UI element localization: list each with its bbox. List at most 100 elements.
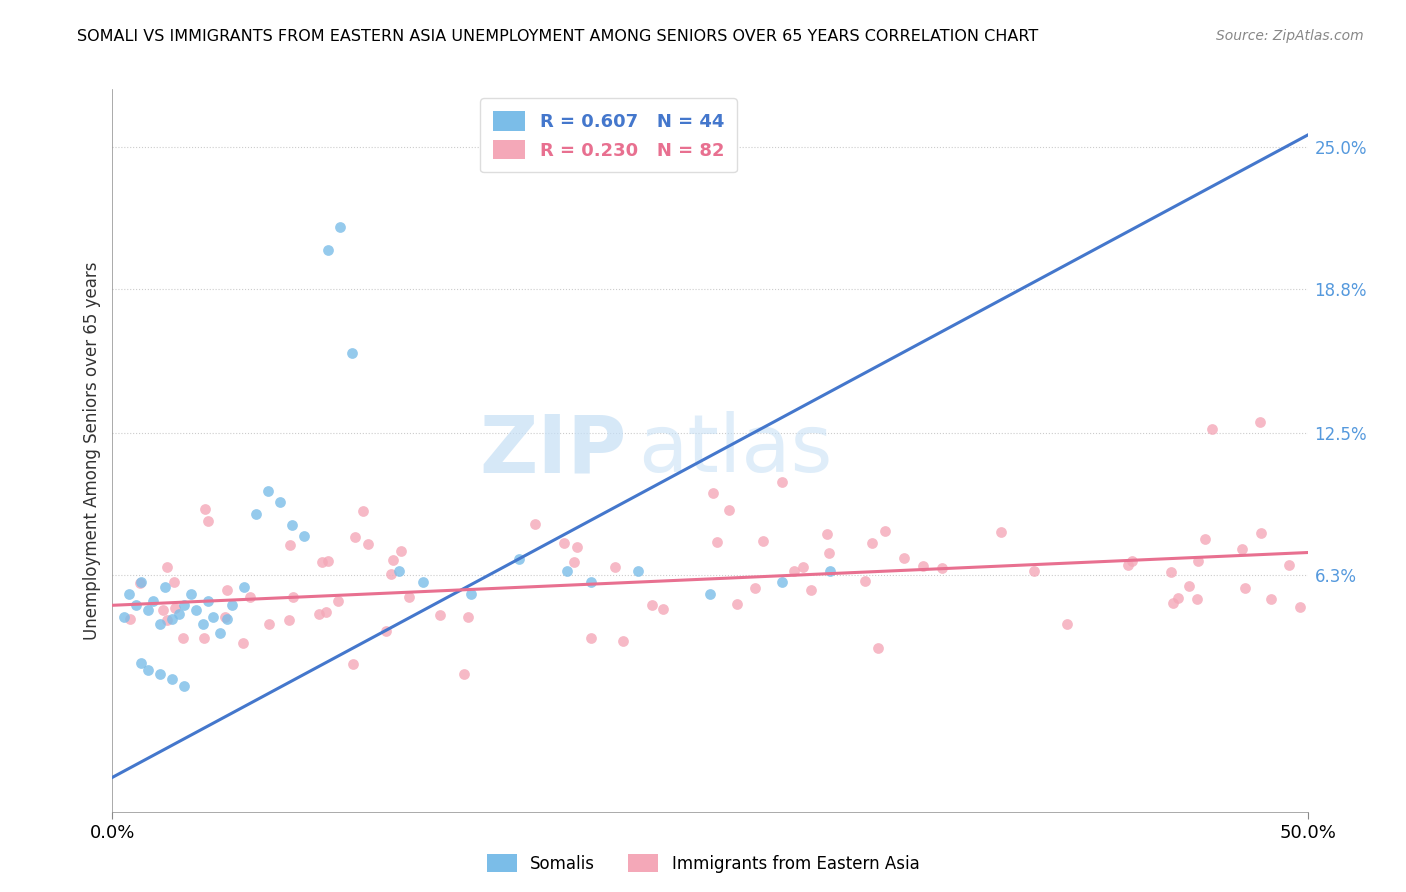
Point [699, 587, 721, 601]
Point [752, 534, 775, 549]
Point [579, 631, 602, 645]
Point [815, 527, 838, 541]
Point [156, 613, 179, 627]
Point [818, 564, 841, 578]
Point [652, 602, 675, 616]
Point [233, 580, 256, 594]
Point [163, 600, 186, 615]
Point [162, 612, 183, 626]
Point [1249, 415, 1271, 429]
Point [257, 616, 280, 631]
Point [326, 594, 349, 608]
Point [193, 616, 215, 631]
Point [340, 346, 363, 360]
Point [382, 552, 405, 566]
Point [725, 597, 748, 611]
Point [156, 560, 179, 574]
Point [873, 524, 896, 538]
Point [605, 559, 627, 574]
Point [186, 603, 208, 617]
Point [214, 609, 236, 624]
Point [1233, 581, 1256, 595]
Point [129, 576, 152, 591]
Point [194, 502, 217, 516]
Point [792, 560, 814, 574]
Point [508, 552, 530, 566]
Point [180, 587, 202, 601]
Point [114, 609, 135, 624]
Text: atlas: atlas [638, 411, 832, 490]
Point [239, 590, 262, 604]
Point [129, 575, 152, 590]
Point [281, 518, 304, 533]
Point [153, 580, 176, 594]
Point [853, 574, 876, 589]
Point [1178, 579, 1201, 593]
Point [221, 599, 243, 613]
Point [357, 536, 380, 550]
Point [209, 625, 232, 640]
Point [1160, 565, 1182, 579]
Point [142, 593, 165, 607]
Point [1230, 541, 1253, 556]
Point [641, 599, 664, 613]
Point [627, 564, 650, 578]
Text: SOMALI VS IMMIGRANTS FROM EASTERN ASIA UNEMPLOYMENT AMONG SENIORS OVER 65 YEARS : SOMALI VS IMMIGRANTS FROM EASTERN ASIA U… [77, 29, 1039, 44]
Point [389, 543, 412, 558]
Point [217, 612, 239, 626]
Point [163, 575, 186, 590]
Point [342, 657, 364, 671]
Point [800, 583, 823, 598]
Legend: Somalis, Immigrants from Eastern Asia: Somalis, Immigrants from Eastern Asia [479, 847, 927, 880]
Point [311, 555, 333, 569]
Legend: R = 0.607   N = 44, R = 0.230   N = 82: R = 0.607 N = 44, R = 0.230 N = 82 [479, 98, 737, 172]
Point [173, 679, 195, 693]
Point [173, 599, 195, 613]
Point [1056, 617, 1078, 632]
Point [579, 575, 602, 590]
Point [278, 613, 301, 627]
Point [1024, 565, 1046, 579]
Point [316, 243, 339, 257]
Point [860, 536, 883, 550]
Point [412, 575, 434, 590]
Point [457, 609, 479, 624]
Point [931, 561, 953, 575]
Point [162, 672, 183, 686]
Point [172, 631, 194, 645]
Point [453, 667, 475, 681]
Point [388, 564, 411, 578]
Point [1278, 558, 1301, 573]
Point [1167, 591, 1189, 605]
Point [398, 590, 420, 604]
Point [138, 663, 160, 677]
Point [269, 495, 291, 509]
Point [138, 603, 160, 617]
Point [460, 587, 482, 601]
Point [315, 605, 337, 619]
Point [1250, 526, 1272, 541]
Point [152, 603, 174, 617]
Point [893, 550, 915, 565]
Point [129, 656, 152, 670]
Point [169, 607, 191, 622]
Point [702, 485, 724, 500]
Point [352, 504, 374, 518]
Point [308, 607, 330, 622]
Point [1187, 554, 1209, 568]
Point [125, 599, 148, 613]
Point [912, 558, 935, 573]
Point [1116, 558, 1139, 573]
Point [1161, 595, 1184, 609]
Point [257, 483, 280, 498]
Point [149, 667, 172, 681]
Point [1288, 599, 1310, 614]
Point [706, 535, 728, 549]
Point [1260, 591, 1282, 606]
Point [1201, 422, 1223, 436]
Point [770, 475, 793, 490]
Point [555, 564, 578, 578]
Y-axis label: Unemployment Among Seniors over 65 years: Unemployment Among Seniors over 65 years [83, 261, 101, 640]
Point [118, 587, 141, 601]
Point [990, 524, 1012, 539]
